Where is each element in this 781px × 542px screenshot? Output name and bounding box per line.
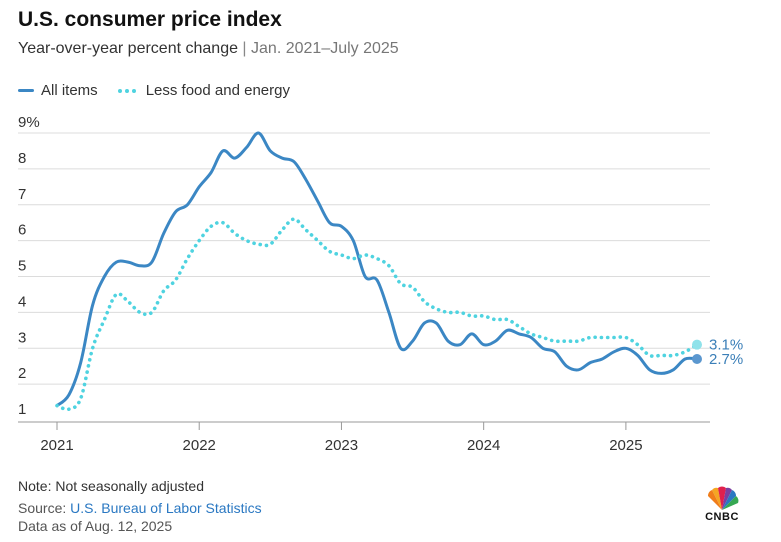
x-tick-label: 2022 — [183, 437, 216, 454]
y-tick-label: 8 — [18, 150, 26, 167]
series-end-marker — [692, 339, 702, 350]
cnbc-logo: CNBC — [700, 486, 744, 530]
x-tick-label: 2021 — [40, 437, 73, 454]
series-end-markers: 2.7%3.1% — [692, 337, 743, 368]
y-tick-label: 2 — [18, 365, 26, 382]
legend-label-all-items: All items — [41, 82, 98, 99]
legend-swatch-solid — [18, 89, 34, 92]
series-end-marker — [692, 354, 702, 365]
y-tick-label: 9% — [18, 114, 40, 131]
x-axis-ticks: 2021 2022 2023 2024 2025 — [40, 422, 643, 454]
y-tick-label: 6 — [18, 222, 26, 239]
y-axis-ticks: 1 2 3 4 5 6 7 8 9% — [18, 114, 40, 418]
y-tick-label: 1 — [18, 401, 26, 418]
series-end-label: 2.7% — [709, 351, 743, 368]
line-chart: 1 2 3 4 5 6 7 8 9% 2021 2022 2023 2024 2025 2.7%3.1% — [18, 114, 743, 454]
logo-text: CNBC — [705, 511, 739, 523]
chart-title: U.S. consumer price index — [18, 8, 282, 31]
source-label: Source: — [18, 500, 71, 516]
chart-subtitle: Year-over-year percent change | Jan. 202… — [18, 40, 399, 58]
y-tick-label: 7 — [18, 186, 26, 203]
subtitle-main: Year-over-year percent change — [18, 40, 238, 57]
peacock-logo-icon — [707, 486, 739, 510]
series-line-all-items — [55, 131, 699, 408]
source-link[interactable]: U.S. Bureau of Labor Statistics — [70, 500, 262, 516]
chart-note: Note: Not seasonally adjusted — [18, 478, 204, 494]
chart-series — [55, 131, 699, 412]
legend-swatch-dotted — [117, 88, 139, 93]
chart-source: Source: U.S. Bureau of Labor Statistics — [18, 500, 262, 516]
series-end-label: 3.1% — [709, 337, 743, 354]
legend-item-all-items: All items — [18, 82, 98, 99]
subtitle-date-range: Jan. 2021–July 2025 — [251, 40, 399, 57]
subtitle-separator: | — [237, 40, 252, 57]
y-tick-label: 3 — [18, 329, 26, 346]
y-tick-label: 5 — [18, 258, 26, 275]
x-tick-label: 2023 — [325, 437, 358, 454]
x-tick-label: 2025 — [609, 437, 642, 454]
x-tick-label: 2024 — [467, 437, 500, 454]
y-tick-label: 4 — [18, 293, 26, 310]
chart-legend: All items Less food and energy — [18, 82, 310, 99]
data-as-of: Data as of Aug. 12, 2025 — [18, 518, 173, 534]
legend-label-less-food-energy: Less food and energy — [145, 82, 290, 99]
series-line-less-food-energy — [55, 217, 699, 412]
legend-item-less-food-energy: Less food and energy — [117, 82, 290, 99]
